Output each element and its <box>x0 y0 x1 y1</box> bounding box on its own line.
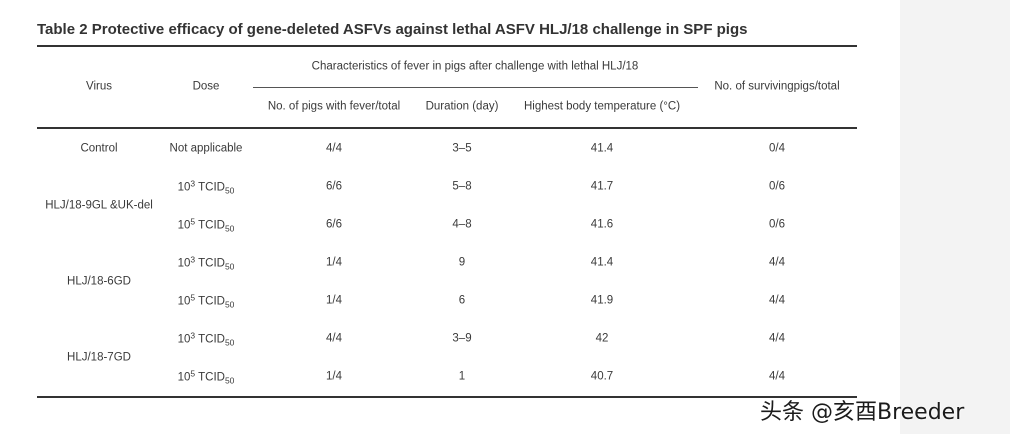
max-temp-cell: 41.7 <box>590 180 614 193</box>
survival-cell: 0/6 <box>769 180 785 193</box>
survival-cell: 4/4 <box>769 370 785 383</box>
table-title: Table 2 Protective efficacy of gene-dele… <box>37 21 748 38</box>
dose-exponent: 3 <box>190 178 196 189</box>
virus-label-9gl-uk-del: HLJ/18-9GL &UK-del <box>45 199 153 212</box>
dose-exponent: 5 <box>190 368 196 379</box>
survival-cell: 4/4 <box>769 294 785 307</box>
virus-label-control: Control <box>80 142 118 155</box>
dose-cell: Not applicable <box>169 142 243 155</box>
duration-cell: 1 <box>458 370 466 383</box>
fever-count-cell: 6/6 <box>326 218 342 231</box>
header-max-temp: Highest body temperature (°C) <box>523 100 681 113</box>
header-duration: Duration (day) <box>425 100 499 113</box>
dose-unit: TCID <box>198 333 225 346</box>
dose-unit-subscript: 50 <box>224 185 235 196</box>
max-temp-cell: 41.4 <box>590 142 614 155</box>
dose-base: 10 <box>177 295 191 308</box>
header-virus: Virus <box>86 80 112 93</box>
duration-cell: 3–5 <box>452 142 472 155</box>
dose-unit-subscript: 50 <box>224 261 235 272</box>
max-temp-cell: 40.7 <box>590 370 614 383</box>
dose-unit: TCID <box>198 257 225 270</box>
dose-cell: 103 TCID50 <box>178 255 235 271</box>
dose-cell: 105 TCID50 <box>178 369 235 385</box>
dose-unit: TCID <box>198 181 225 194</box>
right-margin-strip <box>900 0 1010 434</box>
survival-cell: 0/4 <box>769 142 785 155</box>
max-temp-cell: 41.6 <box>590 218 614 231</box>
header-bottom-rule <box>37 127 857 129</box>
survival-cell: 4/4 <box>769 332 785 345</box>
table-bottom-rule <box>37 396 857 398</box>
dose-base: 10 <box>177 219 191 232</box>
dose-base: 10 <box>177 181 191 194</box>
table-top-rule <box>37 45 857 47</box>
fever-count-cell: 6/6 <box>326 180 342 193</box>
fever-count-cell: 1/4 <box>326 294 342 307</box>
survival-cell: 4/4 <box>769 256 785 269</box>
duration-cell: 4–8 <box>452 218 472 231</box>
max-temp-cell: 41.9 <box>590 294 614 307</box>
dose-base: 10 <box>177 371 191 384</box>
dose-cell: 105 TCID50 <box>178 293 235 309</box>
dose-exponent: 3 <box>190 330 196 341</box>
max-temp-cell: 42 <box>595 332 609 345</box>
virus-label-6gd: HLJ/18-6GD <box>67 275 131 288</box>
fever-count-cell: 1/4 <box>326 370 342 383</box>
max-temp-cell: 41.4 <box>590 256 614 269</box>
survival-cell: 0/6 <box>769 218 785 231</box>
dose-unit: TCID <box>198 295 225 308</box>
dose-unit: TCID <box>198 219 225 232</box>
virus-label-7gd: HLJ/18-7GD <box>67 351 131 364</box>
dose-base: 10 <box>177 333 191 346</box>
fever-count-cell: 4/4 <box>326 142 342 155</box>
header-survival: No. of survivingpigs/total <box>714 80 840 93</box>
duration-cell: 5–8 <box>452 180 472 193</box>
dose-unit-subscript: 50 <box>224 299 235 310</box>
duration-cell: 3–9 <box>452 332 472 345</box>
fever-group-rule <box>253 87 698 88</box>
duration-cell: 9 <box>458 256 466 269</box>
duration-cell: 6 <box>458 294 466 307</box>
dose-unit-subscript: 50 <box>224 337 235 348</box>
dose-unit: TCID <box>198 371 225 384</box>
fever-count-cell: 4/4 <box>326 332 342 345</box>
dose-unit-subscript: 50 <box>224 375 235 386</box>
dose-cell: 105 TCID50 <box>178 217 235 233</box>
dose-exponent: 3 <box>190 254 196 265</box>
fever-count-cell: 1/4 <box>326 256 342 269</box>
dose-cell: 103 TCID50 <box>178 331 235 347</box>
dose-cell: 103 TCID50 <box>178 179 235 195</box>
header-fever-count: No. of pigs with fever/total <box>267 100 401 113</box>
header-dose: Dose <box>192 80 220 93</box>
dose-unit-subscript: 50 <box>224 223 235 234</box>
dose-base: 10 <box>177 257 191 270</box>
dose-exponent: 5 <box>190 216 196 227</box>
dose-exponent: 5 <box>190 292 196 303</box>
header-fever-group: Characteristics of fever in pigs after c… <box>311 60 639 73</box>
watermark: 头条 @亥酉Breeder <box>760 400 965 425</box>
